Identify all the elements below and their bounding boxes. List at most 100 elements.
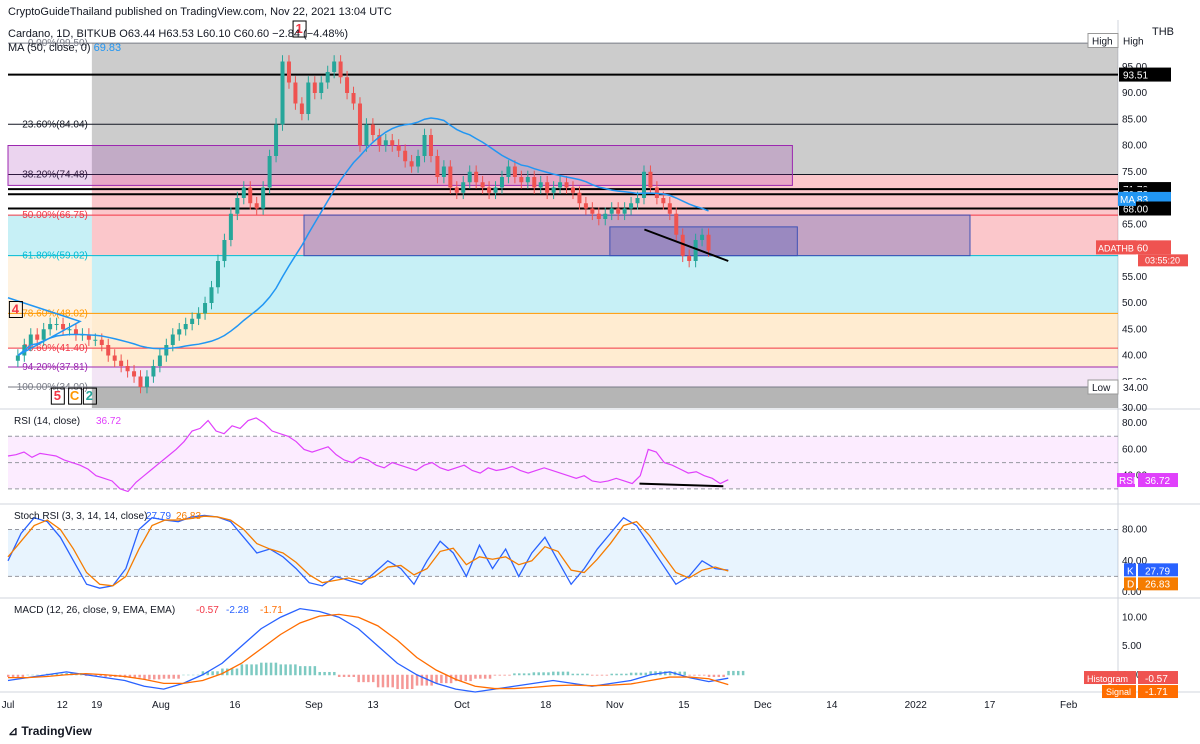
stoch-d-value: 26.83 — [176, 511, 201, 522]
price-tick-label: 95.00 — [1122, 62, 1147, 73]
candle-body — [280, 61, 285, 125]
candle-body — [203, 303, 208, 314]
macd-histogram-bar — [678, 671, 682, 676]
fib-level-label: 50.00%(66.75) — [22, 210, 88, 221]
rsi-title: RSI (14, close) — [14, 416, 80, 427]
candle-body — [648, 171, 653, 188]
macd-histogram-bar — [191, 674, 195, 676]
candle-body — [15, 355, 20, 361]
candle-body — [73, 329, 78, 335]
macd-histogram-bar — [542, 672, 545, 676]
candle-body — [28, 334, 33, 345]
macd-histogram-bar — [503, 674, 506, 676]
macd-histogram-bar — [308, 666, 312, 676]
macd-histogram-bar — [201, 671, 205, 676]
macd-histogram-bar — [16, 674, 20, 677]
candle-body — [403, 150, 408, 162]
price-axis-label: High — [1123, 37, 1144, 48]
macd-histogram-bar — [454, 674, 458, 682]
ma-tag: MA — [1120, 195, 1135, 206]
tradingview-logo[interactable]: ⊿ TradingView — [8, 724, 92, 738]
candle-body — [454, 187, 459, 193]
macd-histogram-bar — [362, 674, 365, 683]
rsi-tag-bg — [1117, 473, 1135, 488]
macd-histogram-bar — [415, 674, 419, 686]
price-tick-label: 55.00 — [1122, 272, 1147, 283]
candle-body — [661, 198, 666, 204]
macd-histogram-bar — [128, 674, 132, 678]
price-tick-label: 30.00 — [1122, 403, 1147, 414]
macd-histogram-bar — [337, 674, 341, 677]
histogram-tag-bg — [1084, 671, 1136, 685]
time-tick-label: Dec — [754, 700, 772, 711]
candle-body — [609, 208, 614, 214]
candle-body — [215, 261, 220, 288]
signal-value-bg — [1138, 685, 1178, 699]
wave-label: 5 — [54, 388, 61, 403]
macd-histogram-bar — [138, 674, 141, 678]
macd-histogram-bar — [303, 666, 307, 676]
candle-body — [48, 324, 53, 330]
macd-histogram-bar — [94, 674, 98, 676]
candle-body — [422, 135, 427, 156]
macd-histogram-bar — [445, 674, 448, 684]
candle-body — [416, 156, 421, 167]
macd-histogram-bar — [644, 672, 648, 676]
rsi-value-bg — [1138, 473, 1178, 488]
candle-body — [293, 82, 298, 104]
macd-histogram-bar — [698, 674, 701, 676]
macd-histogram-bar — [634, 672, 638, 676]
ma-legend-value: 69.83 — [93, 42, 122, 54]
macd-histogram-bar — [235, 668, 239, 676]
macd-histogram-bar — [722, 674, 725, 677]
candle-body — [144, 376, 149, 387]
candle-body — [532, 177, 537, 188]
candle-body — [409, 161, 414, 167]
macd-histogram-bar — [21, 674, 25, 677]
price-tick-label: 80.00 — [1122, 141, 1147, 152]
macd-histogram-bar — [586, 673, 589, 676]
candle-body — [196, 313, 201, 319]
candle-body — [157, 355, 162, 366]
price-axis-label-bg — [1119, 67, 1171, 82]
time-tick-label: 17 — [984, 700, 996, 711]
currency-badge[interactable]: THB — [1152, 26, 1174, 38]
stoch-tick-label: 80.00 — [1122, 524, 1147, 535]
wave-label: 1 — [295, 21, 302, 36]
candle-body — [545, 182, 550, 193]
wave-label-box — [82, 387, 97, 405]
macd-histogram-bar — [449, 674, 453, 684]
time-tick-label: Sep — [305, 700, 323, 711]
candle-body — [170, 334, 175, 345]
macd-histogram-bar — [425, 674, 429, 686]
rsi-tick-label: 60.00 — [1122, 444, 1147, 455]
ma-line — [7, 117, 709, 357]
macd-histogram-bar — [294, 664, 297, 676]
macd-histogram-bar — [518, 673, 521, 676]
macd-histogram-bar — [664, 671, 667, 676]
candle-body — [558, 182, 563, 188]
candle-body — [261, 187, 266, 209]
macd-histogram-bar — [537, 672, 540, 676]
candle-body — [525, 177, 530, 183]
macd-histogram-bar — [187, 674, 190, 676]
candle-body — [183, 324, 188, 330]
candle-body — [299, 103, 304, 114]
stoch-tick-label: 0.00 — [1122, 587, 1142, 598]
candle-body — [700, 234, 705, 240]
macd-histogram-bar — [245, 664, 248, 676]
macd-histogram-bar — [177, 674, 180, 679]
macd-histogram-bar — [36, 674, 39, 676]
macd-histogram-bar — [737, 670, 740, 676]
d-value-bg — [1138, 577, 1178, 591]
macd-histogram-bar — [600, 674, 604, 676]
time-tick-label: 16 — [229, 700, 241, 711]
candle-body — [448, 166, 453, 188]
macd-histogram-bar — [328, 671, 331, 676]
rsi-tick-label: 80.00 — [1122, 418, 1147, 429]
wave-label-box — [68, 387, 83, 405]
fib-level-label: 61.80%(59.02) — [22, 251, 88, 262]
macd-histogram-bar — [104, 674, 107, 677]
fib-level-label: 88.60%(41.40) — [22, 343, 88, 354]
macd-histogram-bar — [493, 674, 497, 676]
